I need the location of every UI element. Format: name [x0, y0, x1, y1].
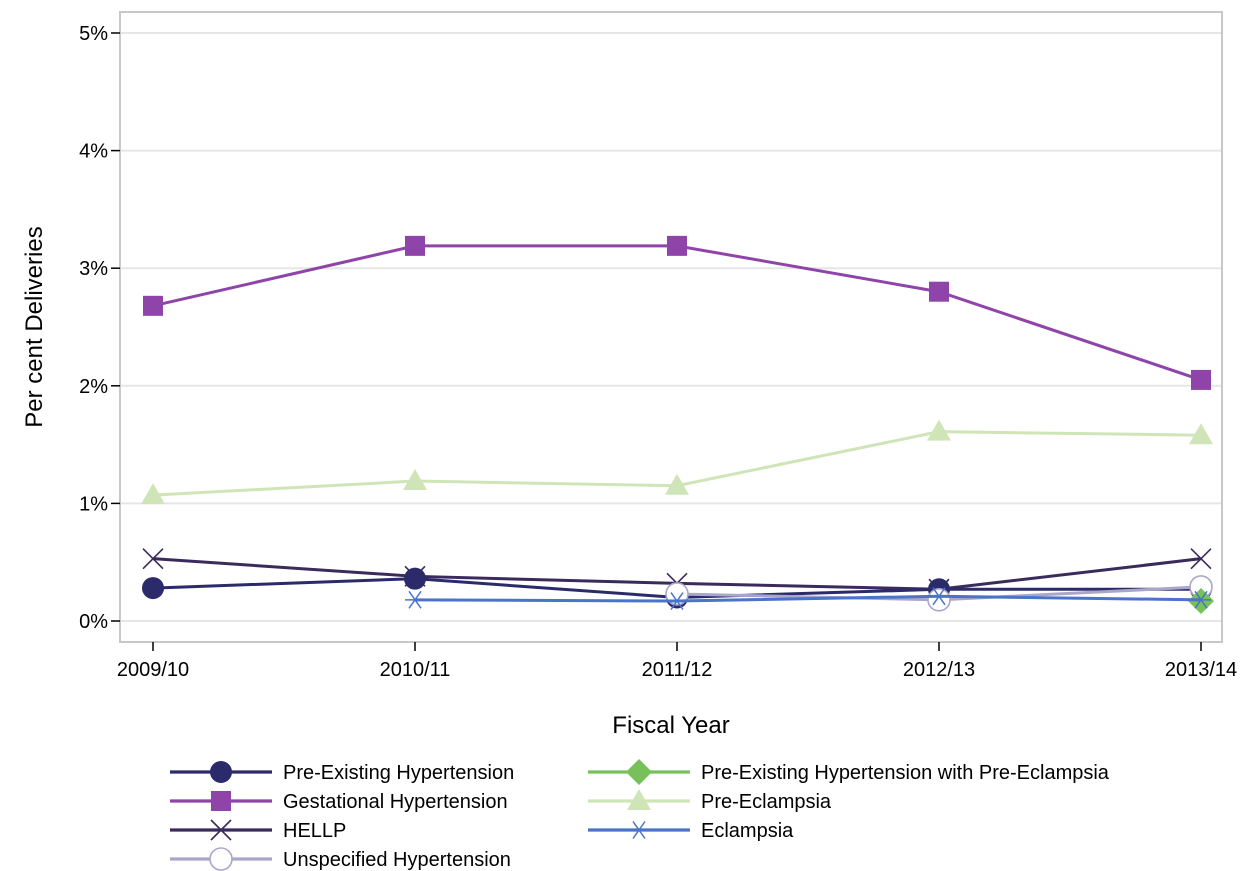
y-tick-label: 0%	[79, 611, 108, 633]
series-layer	[141, 235, 1214, 615]
plot-area-frame	[119, 11, 1223, 643]
legend-item: Pre-Existing Hypertension with Pre-Eclam…	[588, 759, 1110, 785]
legend-label: Eclampsia	[701, 820, 794, 842]
legend-x-marker	[210, 819, 232, 841]
legend-item: Pre-Eclampsia	[588, 789, 832, 813]
series-gestational-hypertension	[143, 235, 1211, 390]
legend-label: Unspecified Hypertension	[283, 849, 511, 871]
legend-asterisk-marker	[629, 821, 649, 839]
y-tick-label: 5%	[79, 23, 108, 45]
data-point-square-marker	[1191, 369, 1211, 390]
data-point-open-circle-marker	[927, 588, 951, 612]
data-point-x-marker	[1190, 548, 1212, 570]
legend-label: Pre-Existing Hypertension with Pre-Eclam…	[701, 762, 1110, 784]
legend-label: Gestational Hypertension	[283, 791, 508, 813]
data-point-circle-marker	[404, 567, 426, 590]
data-point-triangle-marker	[927, 419, 951, 441]
y-tick-label: 3%	[79, 258, 108, 280]
legend-label: Pre-Eclampsia	[701, 791, 832, 813]
legend-open-circle-marker	[209, 847, 233, 871]
data-point-square-marker	[929, 281, 949, 302]
data-point-asterisk-marker	[405, 590, 425, 609]
data-point-triangle-marker	[665, 473, 689, 495]
x-axis-title: Fiscal Year	[612, 712, 729, 739]
y-tick-label: 4%	[79, 141, 108, 163]
series-line	[414, 594, 1202, 603]
legend-label: HELLP	[283, 820, 346, 842]
legend-circle-marker	[210, 761, 232, 783]
x-tick-label: 2009/10	[117, 659, 189, 681]
series-pre-eclampsia	[141, 419, 1213, 505]
data-point-asterisk-marker	[1191, 590, 1211, 609]
legend-item: Unspecified Hypertension	[170, 847, 511, 871]
x-axis: 2009/10 2010/11 2011/12 2012/13 2013/14	[117, 642, 1237, 681]
legend: Pre-Existing Hypertension Gestational Hyp…	[170, 759, 1110, 871]
legend-item: HELLP	[170, 819, 346, 842]
data-point-asterisk-marker	[929, 587, 949, 606]
x-tick-label: 2013/14	[1165, 659, 1237, 681]
legend-item: Eclampsia	[588, 820, 794, 842]
y-axis-title: Per cent Deliveries	[21, 226, 48, 427]
legend-triangle-marker	[627, 789, 651, 810]
x-tick-label: 2012/13	[903, 659, 975, 681]
data-point-triangle-marker	[1189, 423, 1213, 445]
x-tick-label: 2010/11	[380, 659, 451, 681]
legend-item: Gestational Hypertension	[170, 791, 508, 813]
y-tick-label: 1%	[79, 493, 108, 515]
data-point-circle-marker	[142, 577, 164, 600]
series-eclampsia	[405, 587, 1211, 610]
gridlines	[121, 32, 1221, 622]
data-point-square-marker	[667, 235, 687, 256]
y-axis: 0% 1% 2% 3% 4% 5%	[79, 23, 120, 633]
data-point-triangle-marker	[141, 483, 165, 505]
data-point-triangle-marker	[403, 469, 427, 491]
legend-item: Pre-Existing Hypertension	[170, 761, 514, 784]
legend-square-marker	[211, 791, 231, 811]
data-point-square-marker	[143, 295, 163, 316]
legend-diamond-marker	[626, 759, 652, 785]
data-point-asterisk-marker	[667, 592, 687, 610]
y-tick-label: 2%	[79, 376, 108, 398]
data-point-square-marker	[405, 235, 425, 256]
data-point-x-marker	[142, 548, 164, 570]
x-tick-label: 2011/12	[642, 659, 713, 681]
legend-label: Pre-Existing Hypertension	[283, 762, 514, 784]
